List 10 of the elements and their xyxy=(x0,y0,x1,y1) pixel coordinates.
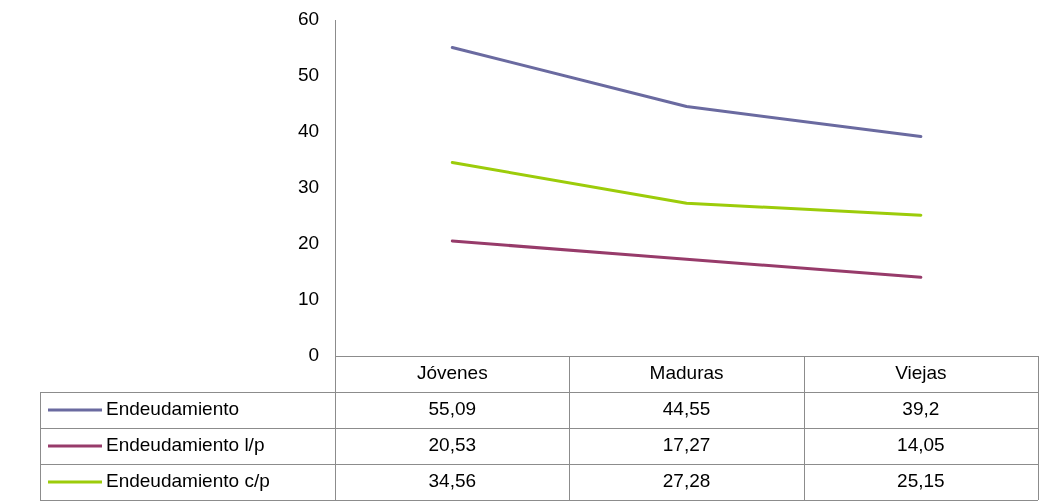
x-tick-label: Jóvenes xyxy=(416,362,488,384)
y-tick-label: 20 xyxy=(297,232,320,254)
y-tick-label: 30 xyxy=(297,176,320,198)
y-tick-label: 10 xyxy=(297,288,320,310)
x-tick-label: Maduras xyxy=(649,362,724,384)
y-tick-label: 50 xyxy=(297,64,320,86)
y-tick-label: 60 xyxy=(297,8,320,30)
x-tick-label: Viejas xyxy=(895,362,947,384)
y-tick-label: 40 xyxy=(297,120,320,142)
y-tick-label: 0 xyxy=(308,344,320,366)
